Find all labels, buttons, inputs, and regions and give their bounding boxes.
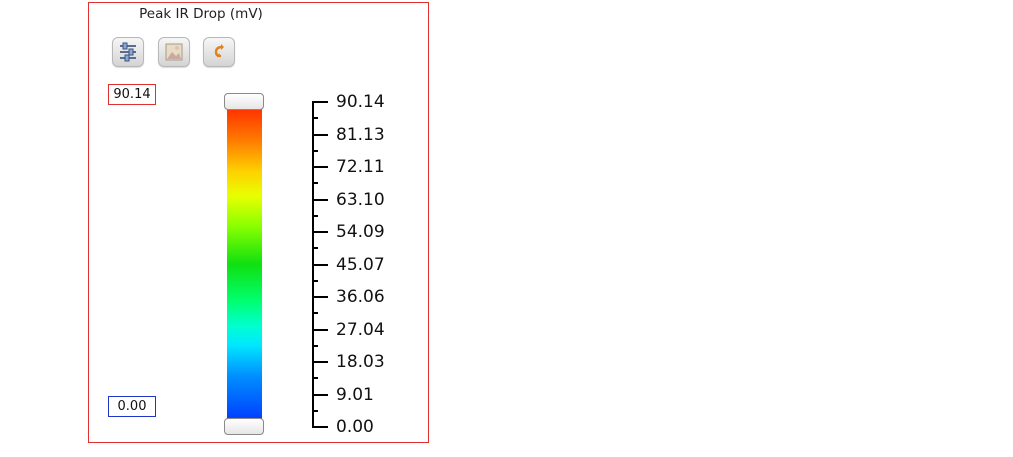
scale-major-tick — [312, 328, 328, 331]
scale-tick-label: 36.06 — [336, 287, 385, 307]
scale-minor-tick — [312, 279, 318, 282]
scale-major-tick — [312, 133, 328, 136]
scale-major-tick — [312, 393, 328, 396]
scale-minor-tick — [312, 149, 318, 152]
colormap-settings-button[interactable] — [112, 37, 144, 67]
scale-minor-tick — [312, 344, 318, 347]
scale-minor-tick — [312, 182, 318, 185]
scale-tick-label: 45.07 — [336, 254, 385, 275]
reset-arrow-icon — [214, 44, 224, 58]
scale-tick-label: 54.09 — [336, 222, 385, 242]
scale-major-tick — [312, 198, 328, 201]
scale-minor-tick — [312, 214, 318, 217]
scale-minor-tick — [312, 377, 318, 380]
colorbar-min-handle[interactable] — [224, 418, 264, 435]
scale-major-tick — [312, 426, 328, 428]
scale-minor-tick — [312, 312, 318, 315]
max-value-field[interactable]: 90.14 — [108, 84, 156, 105]
scale-tick-label: 81.13 — [336, 124, 385, 145]
scale-tick-label: 63.10 — [336, 189, 385, 210]
scale-major-tick — [312, 296, 328, 298]
scale-minor-tick — [312, 247, 318, 250]
image-icon — [165, 43, 183, 61]
scale-major-tick — [312, 166, 328, 168]
scale-tick-label: 0.00 — [336, 417, 374, 437]
scale-minor-tick — [312, 409, 318, 412]
scale-major-tick — [312, 231, 328, 233]
legend-title: Peak IR Drop (mV) — [139, 6, 263, 22]
scale-tick-label: 9.01 — [336, 384, 374, 405]
scale-tick-label: 27.04 — [336, 319, 385, 340]
scale-major-tick — [312, 361, 328, 363]
scale-tick-label: 72.11 — [336, 157, 385, 177]
colorbar-max-handle[interactable] — [224, 93, 264, 110]
scale-major-tick — [312, 263, 328, 266]
colorbar-gradient — [227, 109, 262, 419]
export-image-button[interactable] — [158, 37, 190, 67]
scale-tick-label: 18.03 — [336, 352, 385, 372]
reset-button[interactable] — [203, 37, 235, 67]
settings-sliders-icon — [120, 42, 136, 62]
min-value-field[interactable]: 0.00 — [108, 396, 156, 417]
scale-minor-tick — [312, 117, 318, 120]
scale-tick-label: 90.14 — [336, 92, 385, 112]
scale-major-tick — [312, 101, 328, 103]
